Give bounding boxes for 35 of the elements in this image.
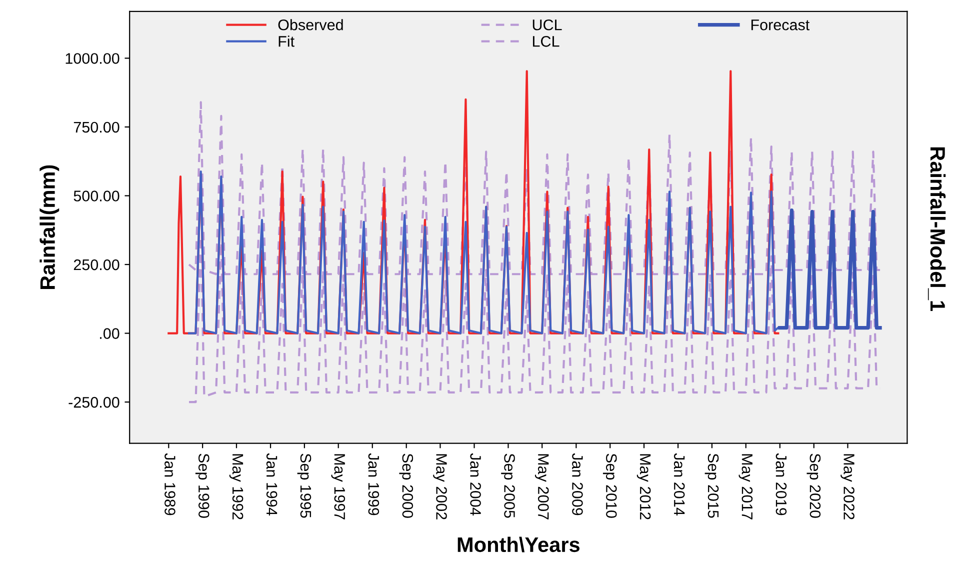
- x-tick-label: Jan 1999: [368, 453, 380, 516]
- x-tick-label: Sep 1990: [195, 454, 210, 518]
- x-tick-label: May 1992: [229, 454, 244, 520]
- y-tick-label: 250.00: [74, 259, 120, 270]
- legend-label: UCL: [532, 19, 562, 30]
- x-tick-label: May 1997: [331, 454, 346, 520]
- x-tick-label: Sep 2010: [602, 454, 617, 518]
- x-tick-label: Sep 2015: [704, 454, 719, 518]
- x-tick-label: Sep 2000: [399, 454, 414, 518]
- y-tick-label: .00: [100, 328, 120, 339]
- legend-label: Forecast: [751, 20, 810, 30]
- legend-label: Observed: [278, 19, 343, 30]
- x-tick-label: May 2002: [433, 454, 447, 520]
- text: Rainfall-Model_1: [928, 147, 946, 311]
- y-tick-label: -250.00: [68, 396, 120, 408]
- x-tick-label: May 2022: [840, 454, 854, 520]
- x-tick-label: Sep 1995: [297, 454, 312, 518]
- x-tick-label: Sep 2005: [501, 454, 515, 518]
- x-tick-label: Jan 2019: [776, 453, 787, 516]
- x-tick-label: Jan 1994: [266, 453, 278, 516]
- x-tick-label: May 2007: [534, 454, 549, 520]
- x-tick-label: Jan 1989: [164, 453, 176, 516]
- x-tick-label: Jan 2004: [470, 453, 481, 516]
- x-tick-label: May 2017: [738, 454, 753, 520]
- y-axis-title: Rainfall(mm): [40, 165, 60, 290]
- y-tick-label: 1000.00: [66, 53, 120, 64]
- x-tick-label: May 2012: [636, 454, 651, 520]
- x-tick-label: Jan 2009: [572, 453, 583, 516]
- legend-label: Fit: [278, 36, 294, 47]
- x-axis-title: Month\Years: [458, 536, 580, 552]
- legend-label: LCL: [532, 36, 560, 47]
- y-tick-label: 500.00: [74, 190, 120, 202]
- x-tick-label: Sep 2020: [806, 454, 821, 518]
- y-tick-label: 750.00: [74, 122, 120, 133]
- x-tick-label: Jan 2014: [674, 453, 685, 516]
